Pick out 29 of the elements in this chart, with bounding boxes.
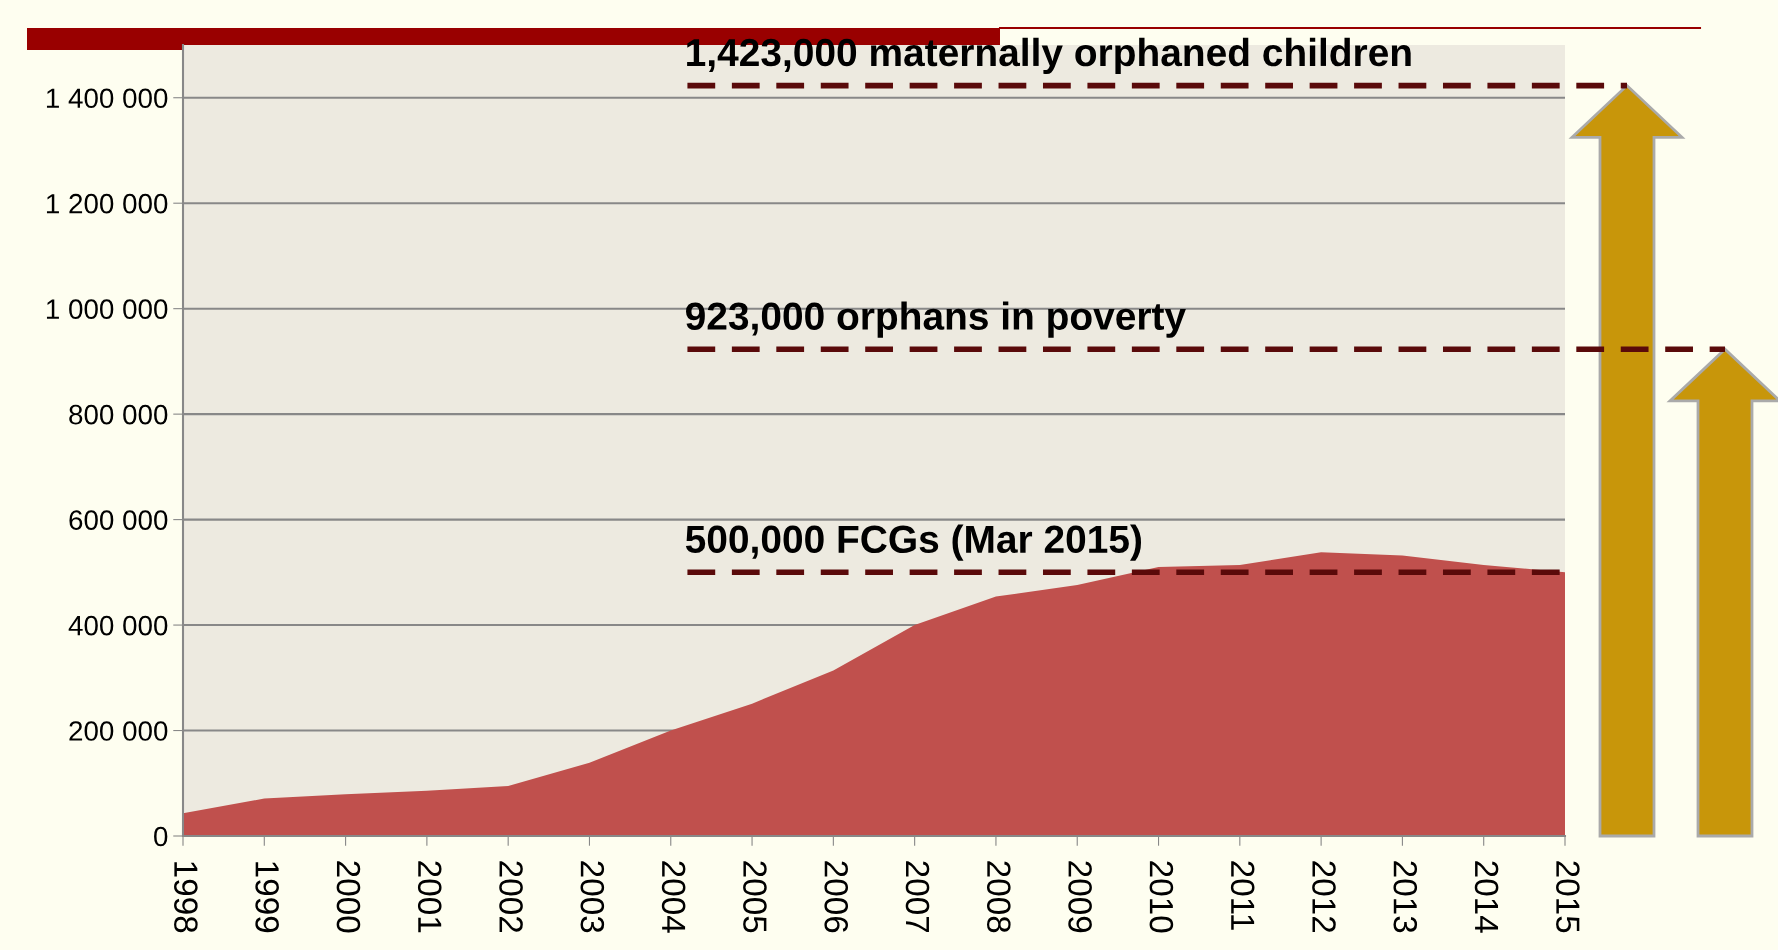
ref-line-label: 923,000 orphans in poverty bbox=[686, 301, 1186, 338]
ref-line-label: 500,000 FCGs (Mar 2015) bbox=[685, 524, 1142, 561]
ref-line-label: 1,423,000 maternally orphaned children bbox=[687, 37, 1411, 74]
x-tick-label: 2013 bbox=[1393, 861, 1418, 933]
x-tick-label: 1999 bbox=[255, 862, 279, 933]
x-tick-label: 2001 bbox=[417, 861, 442, 933]
y-tick-label: 800 000 bbox=[69, 404, 168, 425]
y-tick-label: 0 bbox=[154, 826, 168, 847]
y-tick-label: 1 000 000 bbox=[46, 299, 168, 320]
x-tick-label: 2005 bbox=[743, 861, 767, 933]
x-tick-label: 2010 bbox=[1149, 861, 1174, 933]
x-tick-label: 2012 bbox=[1312, 861, 1336, 933]
y-tick-label: 400 000 bbox=[68, 615, 168, 636]
x-tick-label: 2000 bbox=[336, 861, 361, 933]
y-tick-label: 1 200 000 bbox=[46, 193, 168, 214]
y-tick-label: 600 000 bbox=[69, 510, 168, 530]
x-tick-label: 2006 bbox=[824, 861, 849, 933]
x-tick-label: 2002 bbox=[499, 861, 523, 933]
x-tick-label: 2015 bbox=[1556, 861, 1580, 933]
y-tick-label: 1 400 000 bbox=[46, 88, 168, 109]
x-tick-label: 2014 bbox=[1474, 861, 1499, 933]
x-tick-label: 2003 bbox=[580, 861, 605, 933]
y-tick-label: 200 000 bbox=[69, 721, 168, 741]
x-tick-label: 2008 bbox=[986, 861, 1011, 933]
x-tick-label: 2009 bbox=[1068, 861, 1092, 933]
x-tick-label: 1998 bbox=[174, 862, 198, 933]
x-tick-label: 2004 bbox=[661, 861, 686, 933]
x-tick-label: 2007 bbox=[905, 861, 930, 933]
x-tick-label: 2011 bbox=[1230, 861, 1255, 930]
